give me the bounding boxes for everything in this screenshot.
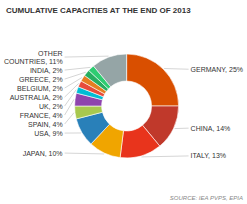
- slice-label: GREECE, 2%: [19, 76, 63, 83]
- slice-label-line: SPAIN, 4%: [28, 121, 63, 128]
- labels: GERMANY, 25% CHINA, 14% ITALY, 13% JAPAN, 1…: [4, 50, 243, 160]
- slices: [75, 54, 179, 158]
- leader-line: [141, 155, 188, 157]
- donut: GERMANY, 25% CHINA, 14% ITALY, 13% JAPAN, 1…: [4, 50, 243, 160]
- slice-label-line: FRANCE, 4%: [20, 112, 63, 119]
- slice-label: USA, 9%: [34, 130, 62, 137]
- slice-label-line: COUNTRIES, 11%: [4, 58, 63, 65]
- slice-label: GERMANY, 25%: [191, 66, 243, 73]
- slice-label: CHINA, 14%: [191, 125, 231, 132]
- annotation: SOURCE: IEA PVPS, EPIA: [170, 195, 243, 201]
- title: CUMULATIVE CAPACITIES AT THE END OF 2013: [6, 6, 191, 15]
- slice: [75, 106, 103, 119]
- slice: [93, 54, 126, 87]
- slice: [127, 54, 179, 106]
- slice-label: SPAIN, 4%: [28, 121, 63, 128]
- chart: CUMULATIVE CAPACITIES AT THE END OF 2013…: [0, 0, 247, 204]
- slice-label-line: USA, 9%: [34, 130, 62, 137]
- slice-label: AUSTRALIA, 2%: [10, 94, 63, 101]
- leader-line: [65, 132, 81, 133]
- slice-label-line: CHINA, 14%: [191, 125, 231, 132]
- slice-label-line: OTHER: [38, 50, 63, 57]
- slice-label: JAPAN, 10%: [23, 150, 63, 157]
- leader-line: [65, 56, 109, 58]
- leader-line: [65, 153, 104, 155]
- slice-label-line: UK, 2%: [39, 103, 63, 110]
- slice-label-line: AUSTRALIA, 2%: [10, 94, 63, 101]
- slice-label: ITALY, 13%: [191, 152, 226, 159]
- slice-label: BELGIUM, 2%: [17, 85, 63, 92]
- slice-label: INDIA, 2%: [30, 67, 63, 74]
- slice-label: OTHERCOUNTRIES, 11%: [4, 50, 63, 65]
- slice-label: UK, 2%: [39, 103, 63, 110]
- leader-line: [175, 128, 189, 129]
- leader-line: [65, 67, 91, 70]
- slice: [120, 125, 160, 158]
- slice-label-line: INDIA, 2%: [30, 67, 63, 74]
- leader-line: [164, 68, 189, 70]
- slice-label-line: GREECE, 2%: [19, 76, 63, 83]
- slice-label: FRANCE, 4%: [20, 112, 63, 119]
- slice-label-line: ITALY, 13%: [191, 152, 226, 159]
- leader-line: [65, 99, 74, 115]
- slice-label-line: GERMANY, 25%: [191, 66, 243, 73]
- slice-label-line: JAPAN, 10%: [23, 150, 63, 157]
- slice-label-line: BELGIUM, 2%: [17, 85, 63, 92]
- leader-line: [65, 113, 74, 124]
